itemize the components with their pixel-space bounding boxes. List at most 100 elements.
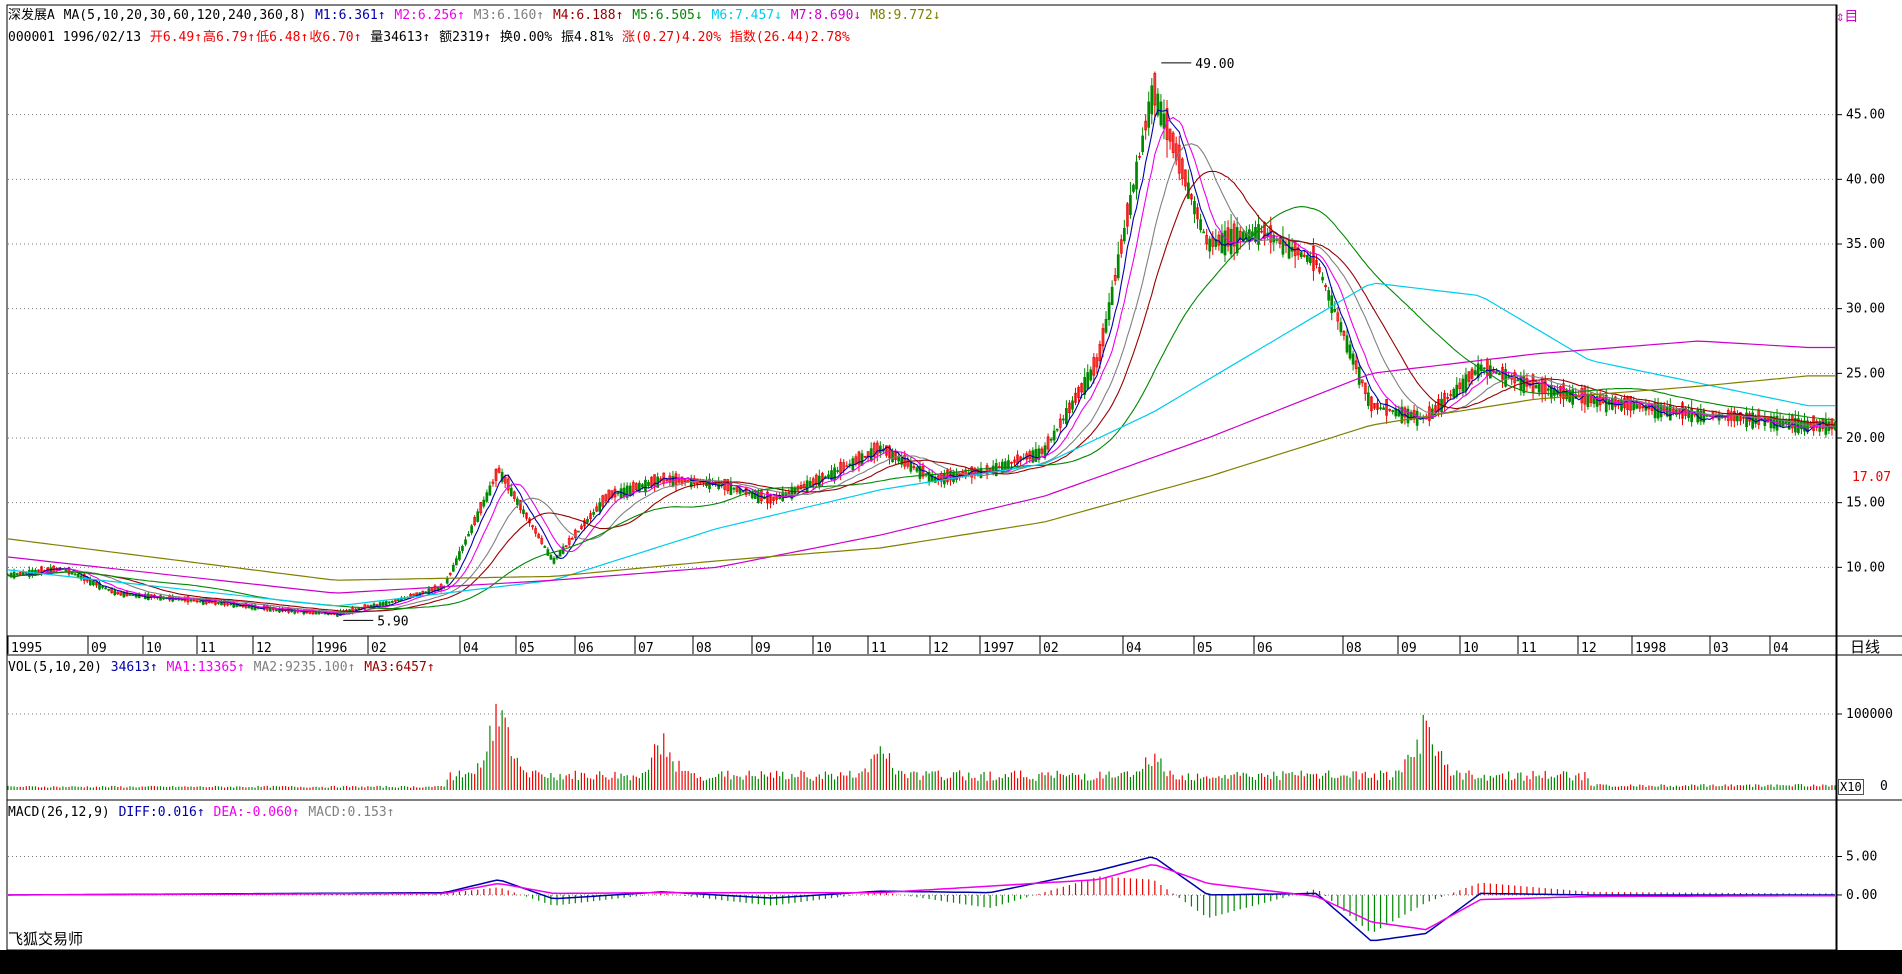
candle-body bbox=[766, 491, 769, 504]
candle-body bbox=[631, 482, 635, 493]
candle-body bbox=[1305, 255, 1309, 262]
candle-body bbox=[1559, 385, 1562, 397]
candle-body bbox=[519, 499, 522, 511]
candle-body bbox=[1226, 227, 1230, 247]
candle-body bbox=[223, 600, 226, 606]
volume-scale-label: X10 bbox=[1838, 779, 1864, 795]
xaxis-label: 10 bbox=[1463, 641, 1479, 656]
candle-body bbox=[1373, 403, 1376, 409]
candle-body bbox=[878, 445, 882, 454]
candle-body bbox=[1046, 436, 1050, 450]
ma-value-7: M6:7.457↓ bbox=[703, 8, 782, 23]
candle-body bbox=[1309, 257, 1312, 264]
candle-body bbox=[1473, 370, 1477, 375]
candle-body bbox=[821, 473, 824, 482]
candle-body bbox=[586, 518, 589, 523]
xaxis-label: 09 bbox=[91, 641, 107, 656]
candle-body bbox=[1098, 343, 1102, 361]
candle-body bbox=[1318, 266, 1321, 273]
price-tick-label: 25.00 bbox=[1846, 366, 1885, 381]
app-name: 飞狐交易师 bbox=[8, 930, 84, 948]
candle-body bbox=[488, 485, 492, 496]
ma10-line bbox=[7, 116, 1836, 615]
quote-header: 000001 1996/02/13 开6.49↑高6.79↑低6.48↑收6.7… bbox=[8, 30, 851, 46]
candle-body bbox=[430, 588, 434, 592]
candle-body bbox=[1812, 415, 1815, 431]
candle-body bbox=[1476, 363, 1480, 379]
candle-body bbox=[479, 502, 483, 514]
candle-body bbox=[1168, 128, 1172, 142]
candle-body bbox=[1080, 383, 1083, 393]
candle-body bbox=[1183, 169, 1187, 187]
candle-body bbox=[564, 545, 568, 547]
candle-body bbox=[1659, 404, 1663, 418]
ma-value-5: M4:6.188↑ bbox=[545, 8, 624, 23]
xaxis-label: 08 bbox=[696, 641, 712, 656]
candle-body bbox=[689, 477, 693, 488]
candle-body bbox=[592, 512, 595, 515]
candle-body bbox=[589, 513, 592, 520]
annotation-label: 49.00 bbox=[1195, 57, 1234, 72]
candle-body bbox=[1214, 239, 1218, 247]
candle-body bbox=[1736, 415, 1739, 422]
candle-body bbox=[1296, 247, 1300, 256]
m7-line bbox=[7, 340, 1835, 594]
candle-body bbox=[1119, 239, 1123, 254]
candle-body bbox=[1104, 318, 1108, 333]
candle-body bbox=[464, 539, 467, 545]
candle-body bbox=[1068, 402, 1071, 414]
candle-body bbox=[1135, 161, 1138, 190]
candle-body bbox=[894, 451, 897, 460]
candle-body bbox=[787, 492, 791, 494]
xaxis-label: 12 bbox=[1581, 641, 1597, 656]
candle-body bbox=[317, 611, 321, 614]
candle-body bbox=[1385, 398, 1388, 416]
candle-body bbox=[1830, 418, 1834, 430]
candle-body bbox=[875, 442, 879, 455]
period-label[interactable]: 日线 bbox=[1850, 638, 1881, 656]
xaxis-label: 11 bbox=[200, 641, 216, 656]
candle-body bbox=[726, 479, 730, 492]
candle-body bbox=[1071, 400, 1074, 410]
macd-diff-line bbox=[7, 856, 1835, 942]
candle-body bbox=[1278, 237, 1282, 245]
candle-body bbox=[1302, 254, 1306, 257]
candle-body bbox=[473, 517, 477, 525]
candle-body bbox=[1388, 408, 1392, 411]
xaxis-label: 06 bbox=[578, 641, 594, 656]
xaxis-label: 1997 bbox=[983, 641, 1014, 656]
candle-body bbox=[577, 530, 580, 533]
vol-value-4: MA3:6457↑ bbox=[356, 660, 435, 675]
candle-body bbox=[1043, 445, 1047, 457]
candle-body bbox=[1391, 410, 1395, 412]
annotation-label: 5.90 bbox=[377, 614, 408, 629]
ma5-line bbox=[7, 109, 1836, 616]
bottom-bar bbox=[0, 950, 1902, 974]
candle-body bbox=[1299, 252, 1303, 258]
candle-body bbox=[1312, 246, 1315, 271]
candle-body bbox=[1144, 120, 1148, 131]
candle-body bbox=[1107, 302, 1111, 320]
candle-body bbox=[811, 478, 815, 485]
candle-body bbox=[1034, 448, 1038, 462]
corner-icons[interactable]: ⇕目 bbox=[1836, 9, 1859, 25]
candle-body bbox=[525, 512, 528, 519]
candle-body bbox=[1324, 285, 1327, 288]
volume-tick-label: 100000 bbox=[1846, 707, 1893, 722]
candle-body bbox=[619, 488, 623, 499]
price-tick-label: 40.00 bbox=[1846, 172, 1885, 187]
price-tick-label: 10.00 bbox=[1846, 560, 1885, 575]
ma-value-6: M5:6.505↓ bbox=[624, 8, 703, 23]
candle-body bbox=[1360, 379, 1364, 384]
candle-body bbox=[64, 569, 68, 572]
candle-body bbox=[95, 581, 98, 586]
candle-body bbox=[461, 546, 464, 551]
candle-body bbox=[1132, 184, 1135, 192]
candle-body bbox=[1446, 397, 1449, 399]
candle-body bbox=[451, 564, 455, 572]
candle-body bbox=[1467, 371, 1471, 382]
xaxis-label: 03 bbox=[1713, 641, 1729, 656]
candle-body bbox=[1293, 241, 1297, 257]
xaxis-label: 1995 bbox=[11, 641, 42, 656]
candle-body bbox=[37, 569, 40, 573]
